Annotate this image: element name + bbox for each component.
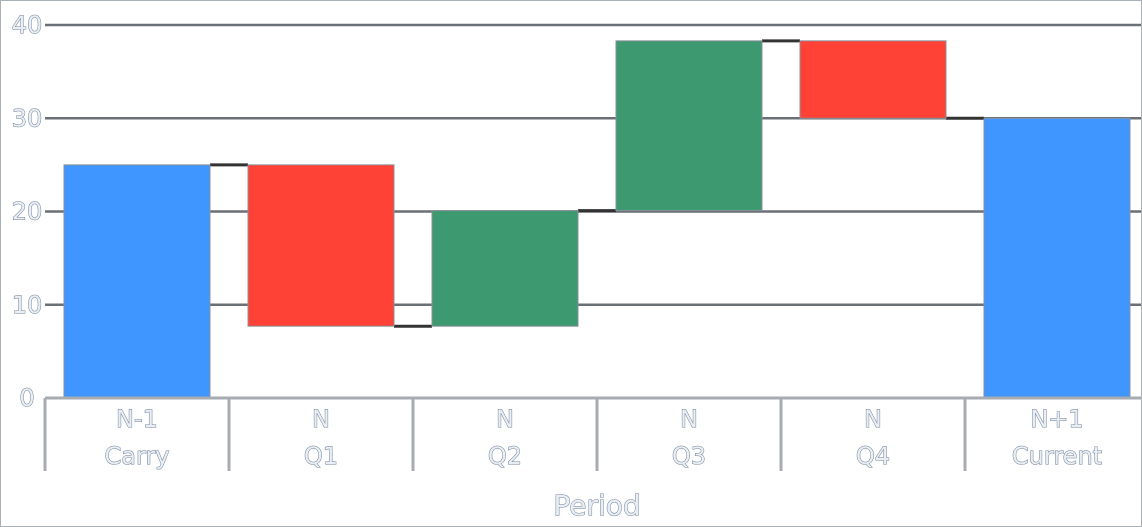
x-category-level1: N: [680, 405, 698, 433]
gridlines: [45, 23, 1141, 306]
bars: [63, 40, 1131, 399]
x-category-level2: Q1: [304, 442, 338, 470]
x-category-level2: Q2: [488, 442, 522, 470]
y-tick-label: 10: [12, 291, 43, 319]
bar-total: [983, 117, 1131, 399]
y-tick-label: 40: [12, 11, 43, 39]
bar-decrease: [799, 40, 947, 119]
x-category-level1: N: [312, 405, 330, 433]
x-category-level1: N: [496, 405, 514, 433]
x-category-level2: Carry: [105, 442, 170, 470]
bar-increase: [615, 40, 763, 212]
x-category-level1: N+1: [1030, 405, 1083, 433]
x-category-level1: N-1: [116, 405, 158, 433]
x-category-level1: N: [864, 405, 882, 433]
bar-increase: [431, 210, 579, 327]
bar-total: [63, 164, 211, 399]
connectors: [210, 39, 984, 328]
y-tick-label: 20: [12, 198, 43, 226]
x-category-level2: Q3: [672, 442, 706, 470]
bar-decrease: [247, 164, 395, 327]
x-category-level2: Q4: [856, 442, 890, 470]
x-category-level2: Current: [1012, 442, 1102, 470]
labels: 0 10 20 30 40 N-1 Carry N Q1 N Q2 N Q3 N Q4 N+1 Current: [11, 11, 1102, 471]
x-axis-title: Period: [553, 489, 640, 522]
axes: [43, 396, 1141, 471]
y-tick-label: 30: [12, 104, 43, 132]
y-tick-label: 0: [19, 384, 34, 412]
